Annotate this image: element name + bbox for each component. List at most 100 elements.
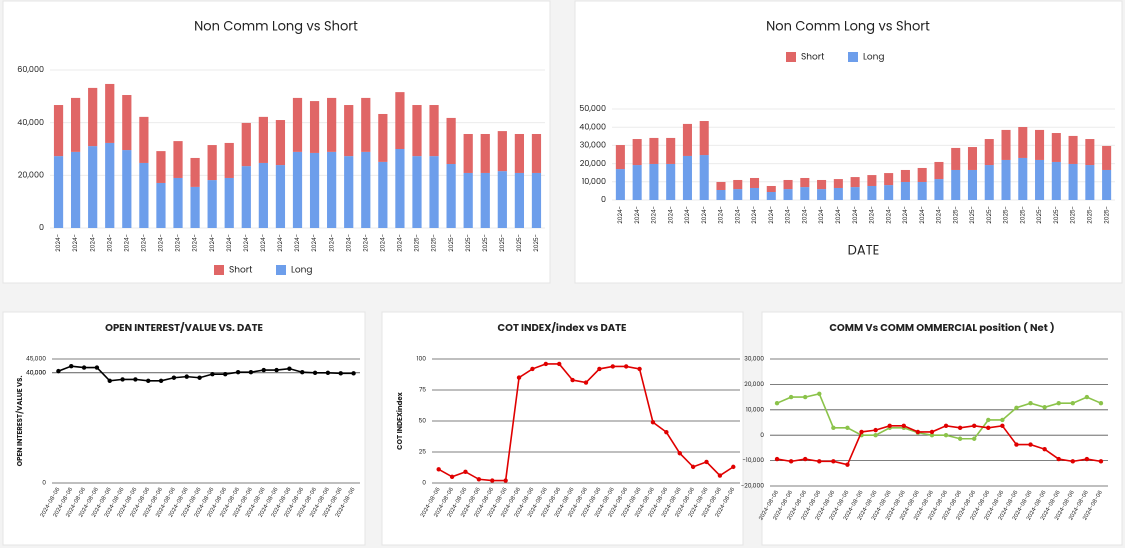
bar-segment: [497, 171, 507, 228]
bar-segment: [378, 113, 388, 162]
bar-segment: [412, 156, 422, 228]
y-tick-label: 0: [422, 480, 426, 488]
card: [2, 311, 366, 546]
y-tick-label: 25: [419, 449, 426, 457]
y-tick-label: 50: [418, 418, 426, 426]
bar-segment: [53, 156, 64, 228]
point: [831, 459, 836, 464]
point: [788, 394, 794, 400]
x-tick-label: 2024-: [379, 234, 387, 252]
x-tick-label: 2024-: [328, 234, 336, 252]
point: [972, 436, 977, 441]
x-tick-label: 2025-: [1019, 206, 1027, 224]
point: [338, 371, 343, 376]
point: [1028, 400, 1033, 406]
bar-segment: [429, 105, 439, 157]
point: [817, 459, 822, 464]
x-tick-label: 2024-: [634, 206, 642, 224]
point: [133, 377, 138, 382]
bar-segment: [327, 97, 337, 152]
bar-segment: [258, 116, 268, 163]
x-tick-label: 2024-: [294, 234, 302, 252]
bar-segment: [900, 181, 910, 200]
legend-label: Short: [229, 264, 252, 276]
y-tick-label: 40,000: [17, 117, 44, 128]
bar-segment: [139, 162, 149, 228]
y-tick-label: 30,000: [580, 140, 606, 151]
bar-segment: [53, 105, 64, 157]
bar-segment: [105, 142, 115, 228]
point: [1056, 400, 1061, 406]
bar-segment: [70, 151, 81, 228]
point: [774, 456, 780, 462]
x-tick-label: 2025-: [1003, 206, 1011, 224]
point: [929, 429, 935, 435]
point: [831, 425, 836, 431]
chart-title: Non Comm Long vs Short: [766, 17, 930, 36]
y-tick-label: 75: [419, 387, 426, 395]
x-tick-label: 2024-: [260, 234, 268, 252]
point: [1042, 446, 1047, 452]
point: [623, 364, 629, 369]
bar-segment: [884, 185, 894, 200]
line: [776, 392, 1102, 440]
point: [803, 394, 808, 400]
point: [449, 474, 455, 479]
bar-segment: [1102, 145, 1112, 170]
bar-segment: [463, 172, 473, 228]
x-tick-label: 2024-: [55, 234, 63, 252]
point: [1070, 400, 1075, 406]
bar-segment: [867, 175, 877, 186]
y-tick-label: 20,000: [18, 170, 44, 181]
y-tick-label: -20,000: [741, 483, 764, 491]
x-tick-label: 2024-: [175, 234, 183, 252]
x-tick-label: 2024-: [785, 206, 793, 224]
point: [1084, 456, 1090, 462]
point: [845, 425, 850, 431]
bar-segment: [446, 164, 456, 228]
x-tick-label: 2025-: [499, 234, 507, 252]
bar-segment: [139, 116, 149, 163]
bar-segment: [105, 83, 115, 143]
point: [325, 370, 331, 375]
point: [1042, 405, 1047, 410]
point: [817, 391, 822, 396]
bar-segment: [1001, 129, 1011, 160]
x-tick-label: 2024-: [141, 234, 149, 252]
point: [1000, 423, 1005, 429]
bar-segment: [156, 151, 166, 183]
bar-segment: [850, 177, 860, 188]
bar-segment: [649, 137, 659, 164]
x-tick-label: 2024-: [617, 206, 625, 224]
bar-segment: [327, 151, 337, 228]
point: [146, 378, 151, 383]
bar-segment: [292, 97, 303, 152]
point: [637, 366, 642, 372]
y-tick-label: 10,000: [582, 176, 606, 187]
point: [704, 459, 709, 465]
x-tick-label: 2025-: [414, 234, 422, 252]
point: [274, 367, 279, 373]
bar-segment: [190, 186, 200, 228]
point: [476, 477, 482, 482]
y-tick-label: 20,000: [580, 158, 606, 169]
point: [583, 380, 589, 385]
x-tick-label: 2024-: [72, 234, 80, 252]
x-tick-label: 2024-: [209, 234, 217, 252]
point: [845, 462, 850, 467]
x-tick-label: 2024-: [311, 234, 319, 252]
y-tick-label: 0: [42, 480, 46, 488]
y-tick-label: 20,000: [744, 381, 764, 389]
y-tick-label: 0: [760, 432, 764, 440]
x-tick-label: 2024-: [345, 234, 353, 252]
bar-segment: [395, 149, 405, 228]
bar-segment: [833, 179, 843, 188]
bar-segment: [666, 163, 676, 200]
point: [887, 423, 892, 429]
point: [171, 375, 177, 380]
y-tick-label: 40,000: [26, 369, 46, 377]
x-tick-label: 2024-: [768, 206, 776, 224]
bar-segment: [309, 152, 320, 228]
bar-segment: [733, 179, 743, 190]
point: [570, 377, 575, 383]
